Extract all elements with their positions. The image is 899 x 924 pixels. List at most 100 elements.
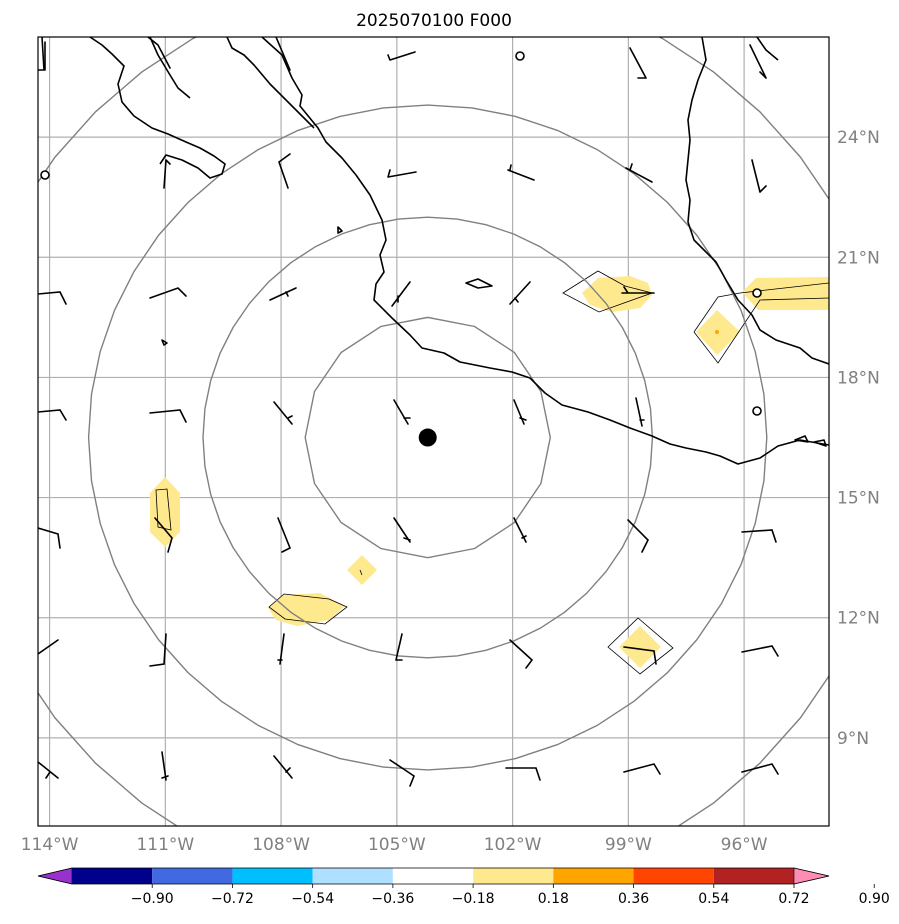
colorbar-tick-label: 0.90 <box>859 891 890 907</box>
colorbar-cell <box>152 868 233 884</box>
contour-line <box>155 488 172 531</box>
latitude-label: 24°N <box>837 128 880 148</box>
wind-barb <box>513 399 527 425</box>
colorbar-cell <box>633 868 714 884</box>
longitude-label: 102°W <box>484 835 542 855</box>
wind-barb <box>38 291 67 305</box>
range-ring <box>202 216 654 659</box>
colorbar-tick-label: −0.18 <box>452 891 495 907</box>
colorbar-extend-min <box>37 867 73 885</box>
colorbar-cell <box>232 868 313 884</box>
colorbar-tick-label: 0.54 <box>698 891 729 907</box>
island <box>794 435 809 443</box>
wind-barb <box>625 163 653 183</box>
colorbar-tick-label: 0.18 <box>538 891 569 907</box>
longitude-label: 108°W <box>252 835 310 855</box>
shade-patch <box>150 477 180 547</box>
wind-barb <box>38 527 61 549</box>
coastline-baja-west <box>41 37 191 99</box>
wind-barb <box>269 287 297 301</box>
calm-wind-circle <box>752 406 762 416</box>
calm-wind-circle <box>752 288 762 298</box>
wind-barb <box>635 397 645 427</box>
map-panel <box>37 36 830 827</box>
colorbar-cells <box>37 867 830 885</box>
wind-barb <box>623 763 661 775</box>
coastline-gulf-of-california <box>226 37 315 129</box>
wind-barb <box>741 763 779 775</box>
range-ring <box>87 104 768 771</box>
longitude-label: 111°W <box>136 835 194 855</box>
wind-barb <box>277 517 292 553</box>
wind-barb <box>149 287 187 299</box>
wind-barb <box>149 409 187 423</box>
island <box>465 278 493 289</box>
wind-barb <box>393 399 411 425</box>
wind-barb <box>509 639 534 669</box>
coastline-yucatan <box>756 37 779 61</box>
wind-barb <box>389 759 415 787</box>
wind-barb <box>621 286 655 294</box>
map-frame <box>37 36 830 827</box>
wind-barb <box>275 37 291 71</box>
wind-barb <box>741 645 779 657</box>
wind-barb <box>623 646 657 665</box>
longitude-label: 99°W <box>605 835 652 855</box>
contour-line <box>562 270 654 313</box>
colorbar-extend-max <box>793 867 830 885</box>
wind-barb <box>627 519 649 553</box>
colorbar-cell <box>392 868 474 884</box>
colorbar: −0.90 −0.72 −0.54 −0.36 −0.18 0.18 0.36 0.54 0.7… <box>37 867 890 907</box>
colorbar-tick-label: −0.90 <box>131 891 174 907</box>
wind-barb <box>751 159 767 193</box>
wind-barb <box>163 159 171 189</box>
colorbar-tick-label: −0.36 <box>371 891 414 907</box>
wind-barb <box>749 44 767 79</box>
latitude-label: 21°N <box>837 248 880 268</box>
wind-barb <box>391 281 411 307</box>
latitude-label: 18°N <box>837 368 880 388</box>
latitude-label: 15°N <box>837 489 880 509</box>
wind-barb <box>38 41 46 71</box>
wind-barb <box>629 47 647 79</box>
wind-barb <box>513 517 527 543</box>
wind-barb <box>505 767 541 781</box>
contour-line <box>693 297 829 364</box>
wind-barb <box>147 37 171 69</box>
latitude-label: 12°N <box>837 609 880 629</box>
shade-patch <box>619 626 661 668</box>
range-ring <box>38 37 829 826</box>
wind-barb <box>154 517 173 553</box>
wind-barb <box>161 751 169 781</box>
wind-barb <box>393 517 411 543</box>
shade-patch <box>582 276 652 312</box>
contour-line <box>359 569 363 576</box>
wind-barb <box>273 401 293 425</box>
latitude-labels: 24°N 21°N 18°N 15°N 12°N 9°N <box>837 128 880 749</box>
longitude-label: 114°W <box>21 835 79 855</box>
colorbar-cell <box>72 868 153 884</box>
colorbar-outline <box>37 867 830 885</box>
wind-barb <box>387 51 416 61</box>
longitude-label: 96°W <box>721 835 768 855</box>
calm-markers <box>40 51 762 416</box>
wind-barb <box>38 761 59 779</box>
wind-barb <box>509 281 531 305</box>
wind-barbs <box>38 37 779 787</box>
colorbar-tick-label: −0.72 <box>211 891 254 907</box>
colorbar-tick-label: 0.72 <box>778 891 809 907</box>
range-rings <box>38 37 829 826</box>
calm-wind-circle <box>40 170 50 180</box>
map-title: 2025070100 F000 <box>356 11 512 31</box>
shaded-field <box>150 276 829 668</box>
coastline-baja-california <box>89 37 226 179</box>
colorbar-cell <box>553 868 634 884</box>
contour-lines <box>155 270 829 675</box>
longitude-label: 105°W <box>368 835 426 855</box>
wind-barb <box>278 153 291 189</box>
island <box>337 226 343 234</box>
shade-patch <box>268 593 345 626</box>
latitude-label: 9°N <box>837 729 869 749</box>
range-ring <box>304 316 552 559</box>
